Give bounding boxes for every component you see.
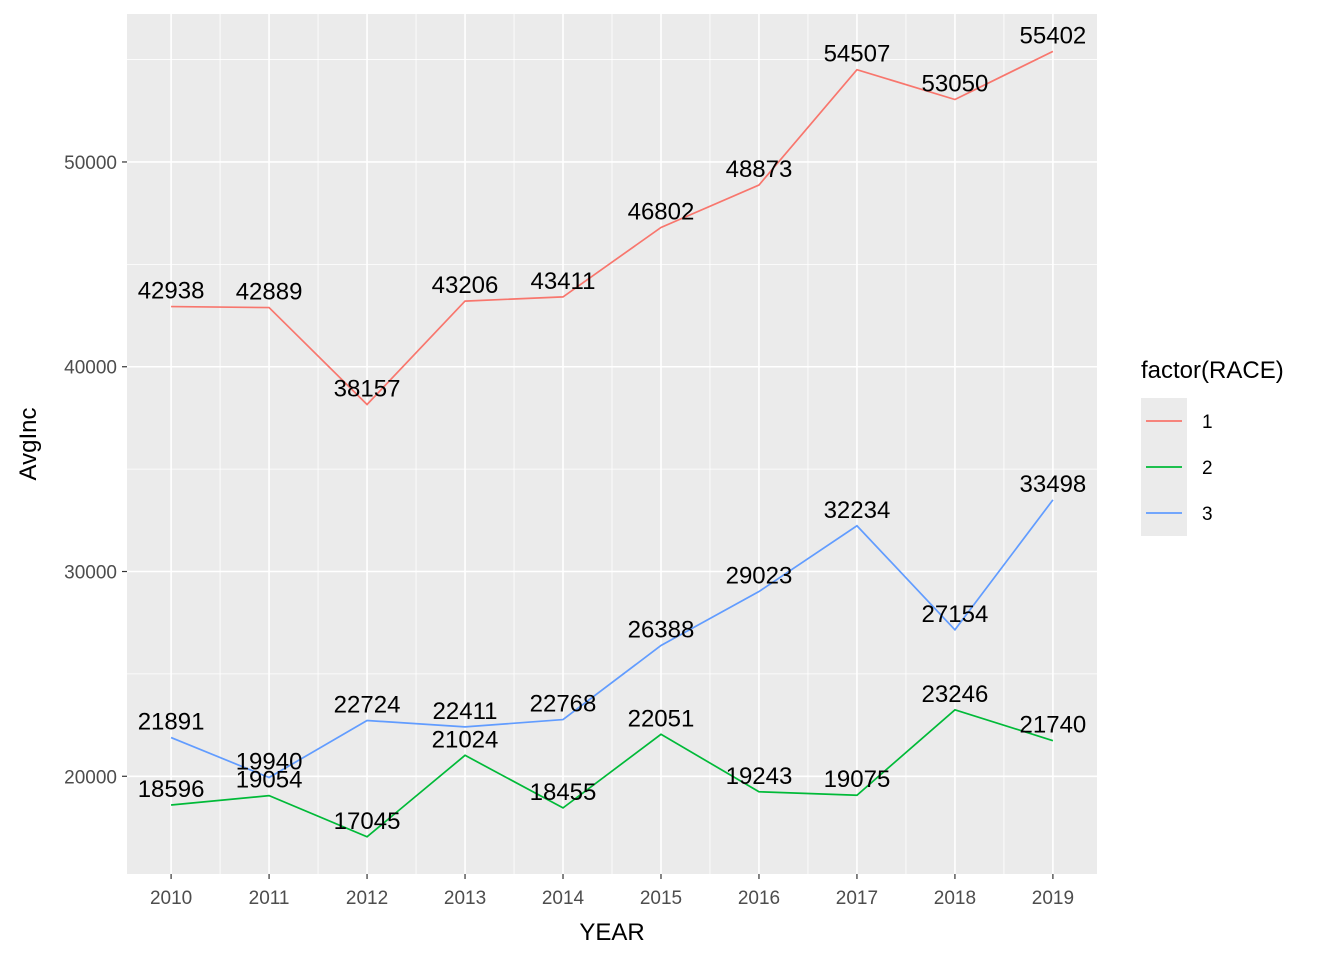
data-label: 17045 <box>334 808 401 835</box>
y-tick-label: 30000 <box>64 563 117 584</box>
data-label: 53050 <box>922 71 989 98</box>
series-line-3 <box>170 499 1054 779</box>
major-gridlines <box>127 14 1097 874</box>
y-axis-title: AvgInc <box>15 408 42 481</box>
data-label: 42889 <box>236 279 303 306</box>
data-label: 22051 <box>628 705 695 732</box>
data-label: 18596 <box>138 776 205 803</box>
legend-label: 1 <box>1202 412 1213 433</box>
data-label: 32234 <box>824 497 891 524</box>
minor-gridlines <box>127 14 1097 874</box>
x-tick-label: 2014 <box>542 888 585 909</box>
data-label: 33498 <box>1020 471 1087 498</box>
data-label: 42938 <box>138 278 205 305</box>
x-tick-label: 2019 <box>1032 888 1074 909</box>
data-label: 22724 <box>334 692 401 719</box>
data-label: 19054 <box>236 767 303 794</box>
data-label: 26388 <box>628 616 695 643</box>
data-label: 46802 <box>628 198 695 225</box>
x-tick-label: 2011 <box>249 888 290 909</box>
data-label: 48873 <box>726 156 793 183</box>
legend-label: 2 <box>1202 458 1213 479</box>
x-tick-label: 2010 <box>150 888 192 909</box>
series-line-2 <box>171 708 1054 838</box>
x-axis-ticks: 2010 2011 2012 2013 2014 2015 2016 2017 2018 2019 <box>150 874 1074 909</box>
data-label: 19243 <box>726 763 793 790</box>
x-tick-label: 2013 <box>444 888 486 909</box>
data-label: 22768 <box>530 691 597 718</box>
data-label: 21740 <box>1020 712 1087 739</box>
data-label: 54507 <box>824 41 891 68</box>
series-line-1 <box>171 50 1054 406</box>
data-label: 29023 <box>726 563 793 590</box>
series-lines <box>170 50 1054 838</box>
data-label: 22411 <box>433 698 498 725</box>
data-label: 21891 <box>138 709 205 736</box>
y-tick-label: 20000 <box>64 767 117 788</box>
y-tick-label: 40000 <box>64 358 117 379</box>
data-labels: 42938 42889 38157 43206 43411 46802 48873 54507… <box>138 22 1087 834</box>
x-tick-label: 2016 <box>738 888 780 909</box>
data-label: 19940 <box>236 749 303 776</box>
legend-items: 1 2 3 <box>1141 398 1213 536</box>
x-tick-label: 2015 <box>640 888 682 909</box>
data-label: 27154 <box>922 601 989 628</box>
data-label: 19075 <box>824 766 891 793</box>
x-tick-label: 2012 <box>346 888 388 909</box>
data-label: 55402 <box>1020 22 1087 49</box>
x-tick-label: 2017 <box>836 888 878 909</box>
data-label: 38157 <box>334 375 401 402</box>
x-tick-label: 2018 <box>934 888 976 909</box>
y-axis-ticks: 20000 30000 40000 50000 <box>64 153 127 788</box>
legend-title: factor(RACE) <box>1141 357 1284 384</box>
x-axis-title: YEAR <box>579 919 644 946</box>
legend: factor(RACE) 1 2 3 <box>1141 357 1284 536</box>
data-label: 43411 <box>531 268 596 295</box>
legend-label: 3 <box>1202 504 1213 525</box>
data-label: 18455 <box>530 779 597 806</box>
data-label: 43206 <box>432 272 499 299</box>
data-label: 21024 <box>432 726 499 753</box>
data-label: 23246 <box>922 681 989 708</box>
y-tick-label: 50000 <box>64 153 117 174</box>
